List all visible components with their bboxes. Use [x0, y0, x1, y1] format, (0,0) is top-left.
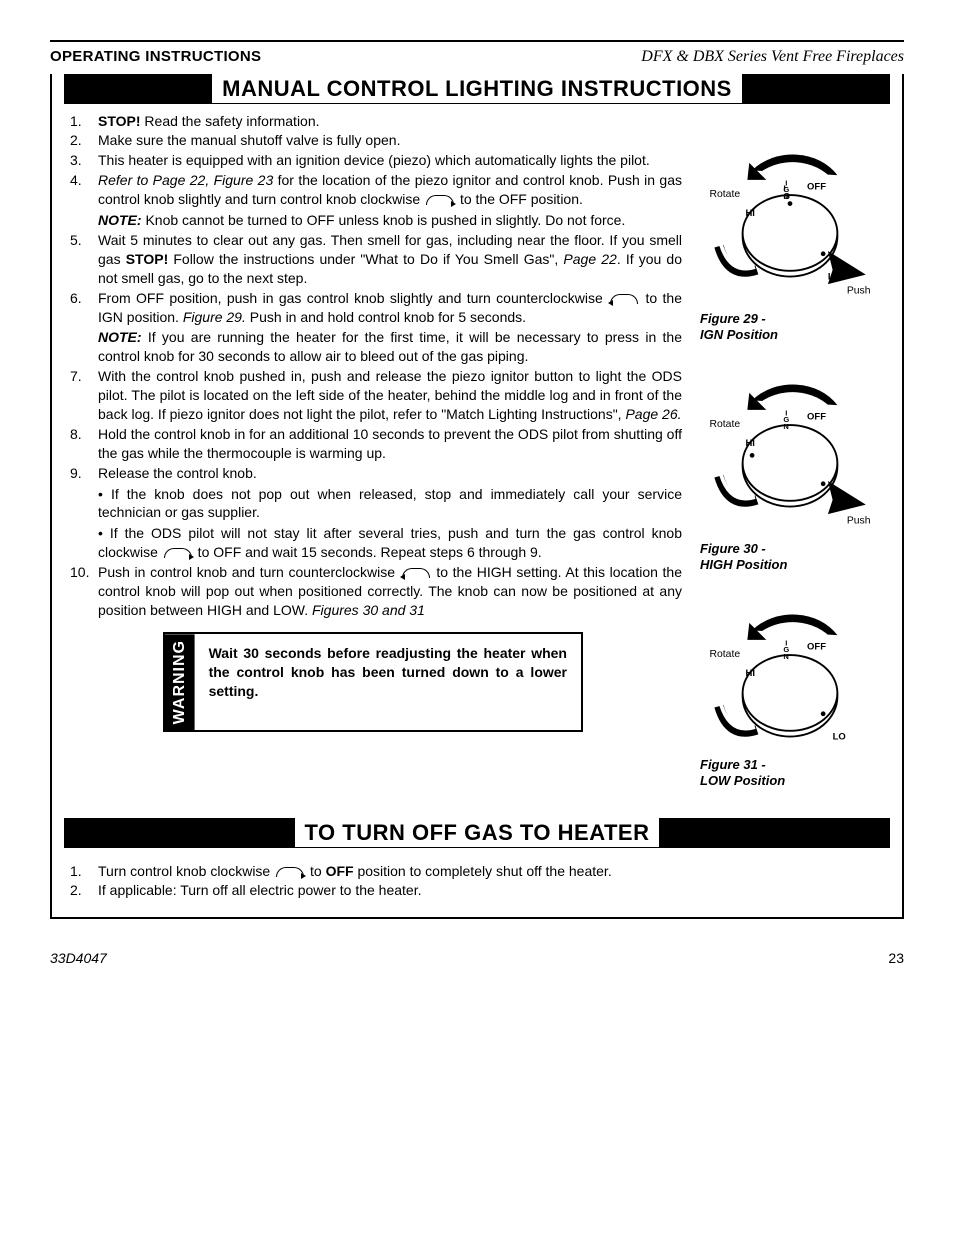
- svg-text:N: N: [783, 191, 788, 200]
- counterclockwise-icon: [610, 294, 638, 304]
- svg-text:Push: Push: [847, 285, 871, 296]
- svg-text:OFF: OFF: [807, 411, 826, 422]
- note-text: Knob cannot be turned to OFF unless knob…: [142, 212, 626, 228]
- step-4-text-b: to the OFF position.: [456, 191, 583, 207]
- step-8: Hold the control knob in for an addition…: [64, 425, 682, 463]
- turnoff-list: Turn control knob clockwise to OFF posit…: [64, 862, 890, 901]
- warning-box: WARNING Wait 30 seconds before readjusti…: [163, 632, 583, 732]
- step-9-b2b: to OFF and wait 15 seconds. Repeat steps…: [194, 544, 542, 560]
- t1-b: to: [306, 863, 325, 879]
- step-7-pageref: Page 26.: [625, 406, 681, 422]
- step-6-note: NOTE: If you are running the heater for …: [98, 328, 682, 366]
- svg-text:OFF: OFF: [807, 641, 826, 652]
- t1-off: OFF: [326, 863, 354, 879]
- step-7-a: With the control knob pushed in, push an…: [98, 368, 682, 422]
- main-column: STOP! Read the safety information. Make …: [64, 112, 682, 818]
- step-4-note: NOTE: Knob cannot be turned to OFF unles…: [98, 211, 682, 230]
- t1-d: position to completely shut off the heat…: [354, 863, 612, 879]
- banner-lighting-text: MANUAL CONTROL LIGHTING INSTRUCTIONS: [212, 74, 742, 104]
- step-6-figref: Figure 29.: [183, 309, 246, 325]
- note-label-6: NOTE:: [98, 329, 142, 345]
- svg-text:N: N: [783, 421, 788, 430]
- knob-diagram-31: Rotate I G N OFF HI LO: [700, 602, 880, 749]
- step-5-pageref: Page 22: [563, 251, 616, 267]
- figure-31-caption: Figure 31 - LOW Position: [700, 757, 890, 790]
- header-row: OPERATING INSTRUCTIONS DFX & DBX Series …: [50, 46, 904, 68]
- figure-30: Rotate I G N OFF HI LO Push Figure 3: [700, 372, 890, 574]
- step-6: From OFF position, push in gas control k…: [64, 289, 682, 367]
- series-title: DFX & DBX Series Vent Free Fireplaces: [641, 46, 904, 68]
- step-5: Wait 5 minutes to clear out any gas. The…: [64, 231, 682, 288]
- knob-diagram-30: Rotate I G N OFF HI LO Push: [700, 372, 880, 533]
- figure-30-caption: Figure 30 - HIGH Position: [700, 541, 890, 574]
- rotate-label: Rotate: [709, 189, 740, 200]
- turnoff-step-1: Turn control knob clockwise to OFF posit…: [64, 862, 890, 881]
- figure-31: Rotate I G N OFF HI LO Figure 31 - LOW P…: [700, 602, 890, 790]
- step-1-text: Read the safety information.: [141, 113, 320, 129]
- svg-text:LO: LO: [833, 731, 846, 742]
- footer: 33D4047 23: [50, 949, 904, 968]
- figure-29-caption: Figure 29 - IGN Position: [700, 311, 890, 344]
- step-5-stop: STOP!: [126, 251, 169, 267]
- svg-text:N: N: [783, 652, 788, 661]
- step-9-a: Release the control knob.: [98, 465, 257, 481]
- warning-text: Wait 30 seconds before readjusting the h…: [195, 634, 581, 730]
- step-4-ref: Refer to Page 22, Figure 23: [98, 172, 273, 188]
- svg-text:HI: HI: [745, 438, 754, 449]
- svg-text:Push: Push: [847, 515, 871, 526]
- banner-turnoff-text: TO TURN OFF GAS TO HEATER: [295, 818, 660, 848]
- svg-text:OFF: OFF: [807, 181, 826, 192]
- clockwise-icon: [426, 195, 454, 205]
- step-1: STOP! Read the safety information.: [64, 112, 682, 131]
- top-rule: [50, 40, 904, 42]
- turnoff-step-2: If applicable: Turn off all electric pow…: [64, 881, 890, 900]
- content-frame: MANUAL CONTROL LIGHTING INSTRUCTIONS STO…: [50, 74, 904, 920]
- step-9-bullet-1: • If the knob does not pop out when rele…: [98, 485, 682, 523]
- knob-diagram-29: Rotate I G I G N OFF HI LO: [700, 142, 880, 303]
- instruction-list: STOP! Read the safety information. Make …: [64, 112, 682, 620]
- step-6-a: From OFF position, push in gas control k…: [98, 290, 608, 306]
- step-7: With the control knob pushed in, push an…: [64, 367, 682, 424]
- clockwise-icon-3: [276, 867, 304, 877]
- step-10: Push in control knob and turn counterclo…: [64, 563, 682, 620]
- note-label: NOTE:: [98, 212, 142, 228]
- step-6-d: Push in and hold control knob for 5 seco…: [246, 309, 526, 325]
- svg-text:Rotate: Rotate: [709, 649, 740, 660]
- step-9-bullet-2: • If the ODS pilot will not stay lit aft…: [98, 524, 682, 562]
- step-1-stop: STOP!: [98, 113, 141, 129]
- step-10-a: Push in control knob and turn counterclo…: [98, 564, 400, 580]
- banner-turnoff: TO TURN OFF GAS TO HEATER: [64, 818, 890, 848]
- svg-text:Rotate: Rotate: [709, 419, 740, 430]
- step-2: Make sure the manual shutoff valve is fu…: [64, 131, 682, 150]
- t1-a: Turn control knob clockwise: [98, 863, 274, 879]
- page-number: 23: [888, 949, 904, 968]
- clockwise-icon-2: [164, 548, 192, 558]
- warning-label: WARNING: [165, 634, 195, 730]
- note-text-6: If you are running the heater for the fi…: [98, 329, 682, 364]
- step-5-c: Follow the instructions under "What to D…: [168, 251, 563, 267]
- banner-lighting: MANUAL CONTROL LIGHTING INSTRUCTIONS: [64, 74, 890, 104]
- figures-column: Rotate I G I G N OFF HI LO: [700, 112, 890, 818]
- counterclockwise-icon-2: [402, 568, 430, 578]
- svg-text:HI: HI: [745, 668, 754, 679]
- step-3: This heater is equipped with an ignition…: [64, 151, 682, 170]
- section-label: OPERATING INSTRUCTIONS: [50, 47, 261, 67]
- doc-number: 33D4047: [50, 949, 107, 968]
- step-4: Refer to Page 22, Figure 23 for the loca…: [64, 171, 682, 230]
- svg-text:HI: HI: [745, 207, 754, 218]
- step-9: Release the control knob. • If the knob …: [64, 464, 682, 562]
- step-10-figref: Figures 30 and 31: [312, 602, 425, 618]
- figure-29: Rotate I G I G N OFF HI LO: [700, 142, 890, 344]
